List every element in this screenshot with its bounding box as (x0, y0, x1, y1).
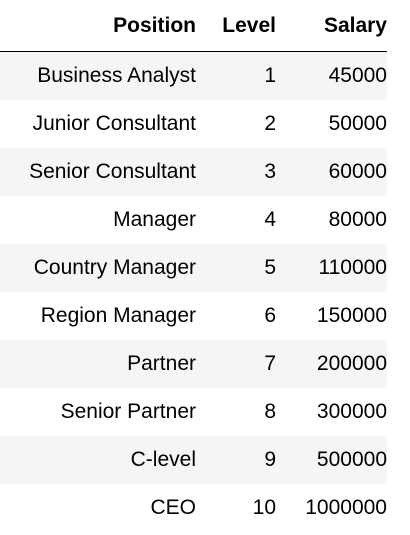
cell-salary: 60000 (328, 160, 387, 183)
cell-level: 5 (264, 256, 276, 279)
table-row: Country Manager 5 110000 (0, 244, 387, 292)
column-header-level: Level (222, 14, 276, 37)
column-header-salary: Salary (323, 14, 387, 37)
cell-position: Country Manager (33, 256, 196, 279)
cell-position: C-level (130, 448, 196, 471)
cell-salary: 110000 (318, 256, 387, 279)
cell-level: 4 (264, 208, 276, 231)
cell-level: 8 (264, 400, 276, 423)
cell-salary: 50000 (328, 112, 387, 135)
cell-salary: 80000 (328, 208, 387, 231)
cell-position: Senior Partner (60, 400, 196, 423)
cell-position: Partner (127, 352, 196, 375)
table-row: Senior Consultant 3 60000 (0, 148, 387, 196)
salary-table: Position Level Salary Business Analyst 1… (0, 1, 387, 532)
table-body: Business Analyst 1 45000 Junior Consulta… (0, 51, 387, 532)
cell-level: 3 (264, 160, 276, 183)
cell-salary: 45000 (328, 64, 387, 87)
table-row: Business Analyst 1 45000 (0, 51, 387, 100)
table-row: Partner 7 200000 (0, 340, 387, 388)
table-header: Position Level Salary (0, 1, 387, 52)
cell-salary: 500000 (316, 448, 387, 471)
cell-level: 2 (264, 112, 276, 135)
cell-level: 1 (264, 64, 276, 87)
cell-level: 10 (252, 496, 276, 519)
cell-position: Region Manager (40, 304, 196, 327)
table-row: CEO 10 1000000 (0, 484, 387, 532)
table-row: Manager 4 80000 (0, 196, 387, 244)
table-row: Senior Partner 8 300000 (0, 388, 387, 436)
cell-salary: 300000 (316, 400, 387, 423)
cell-level: 9 (264, 448, 276, 471)
table-row: Region Manager 6 150000 (0, 292, 387, 340)
cell-position: Business Analyst (37, 64, 196, 87)
header-row: Position Level Salary (0, 1, 387, 52)
cell-position: Junior Consultant (32, 112, 196, 135)
cell-salary: 200000 (316, 352, 387, 375)
cell-salary: 1000000 (305, 496, 387, 519)
cell-position: Senior Consultant (29, 160, 196, 183)
cell-position: Manager (113, 208, 196, 231)
cell-salary: 150000 (316, 304, 387, 327)
table-row: Junior Consultant 2 50000 (0, 100, 387, 148)
table-row: C-level 9 500000 (0, 436, 387, 484)
column-header-position: Position (113, 14, 196, 37)
cell-position: CEO (150, 496, 196, 519)
cell-level: 6 (264, 304, 276, 327)
cell-level: 7 (264, 352, 276, 375)
